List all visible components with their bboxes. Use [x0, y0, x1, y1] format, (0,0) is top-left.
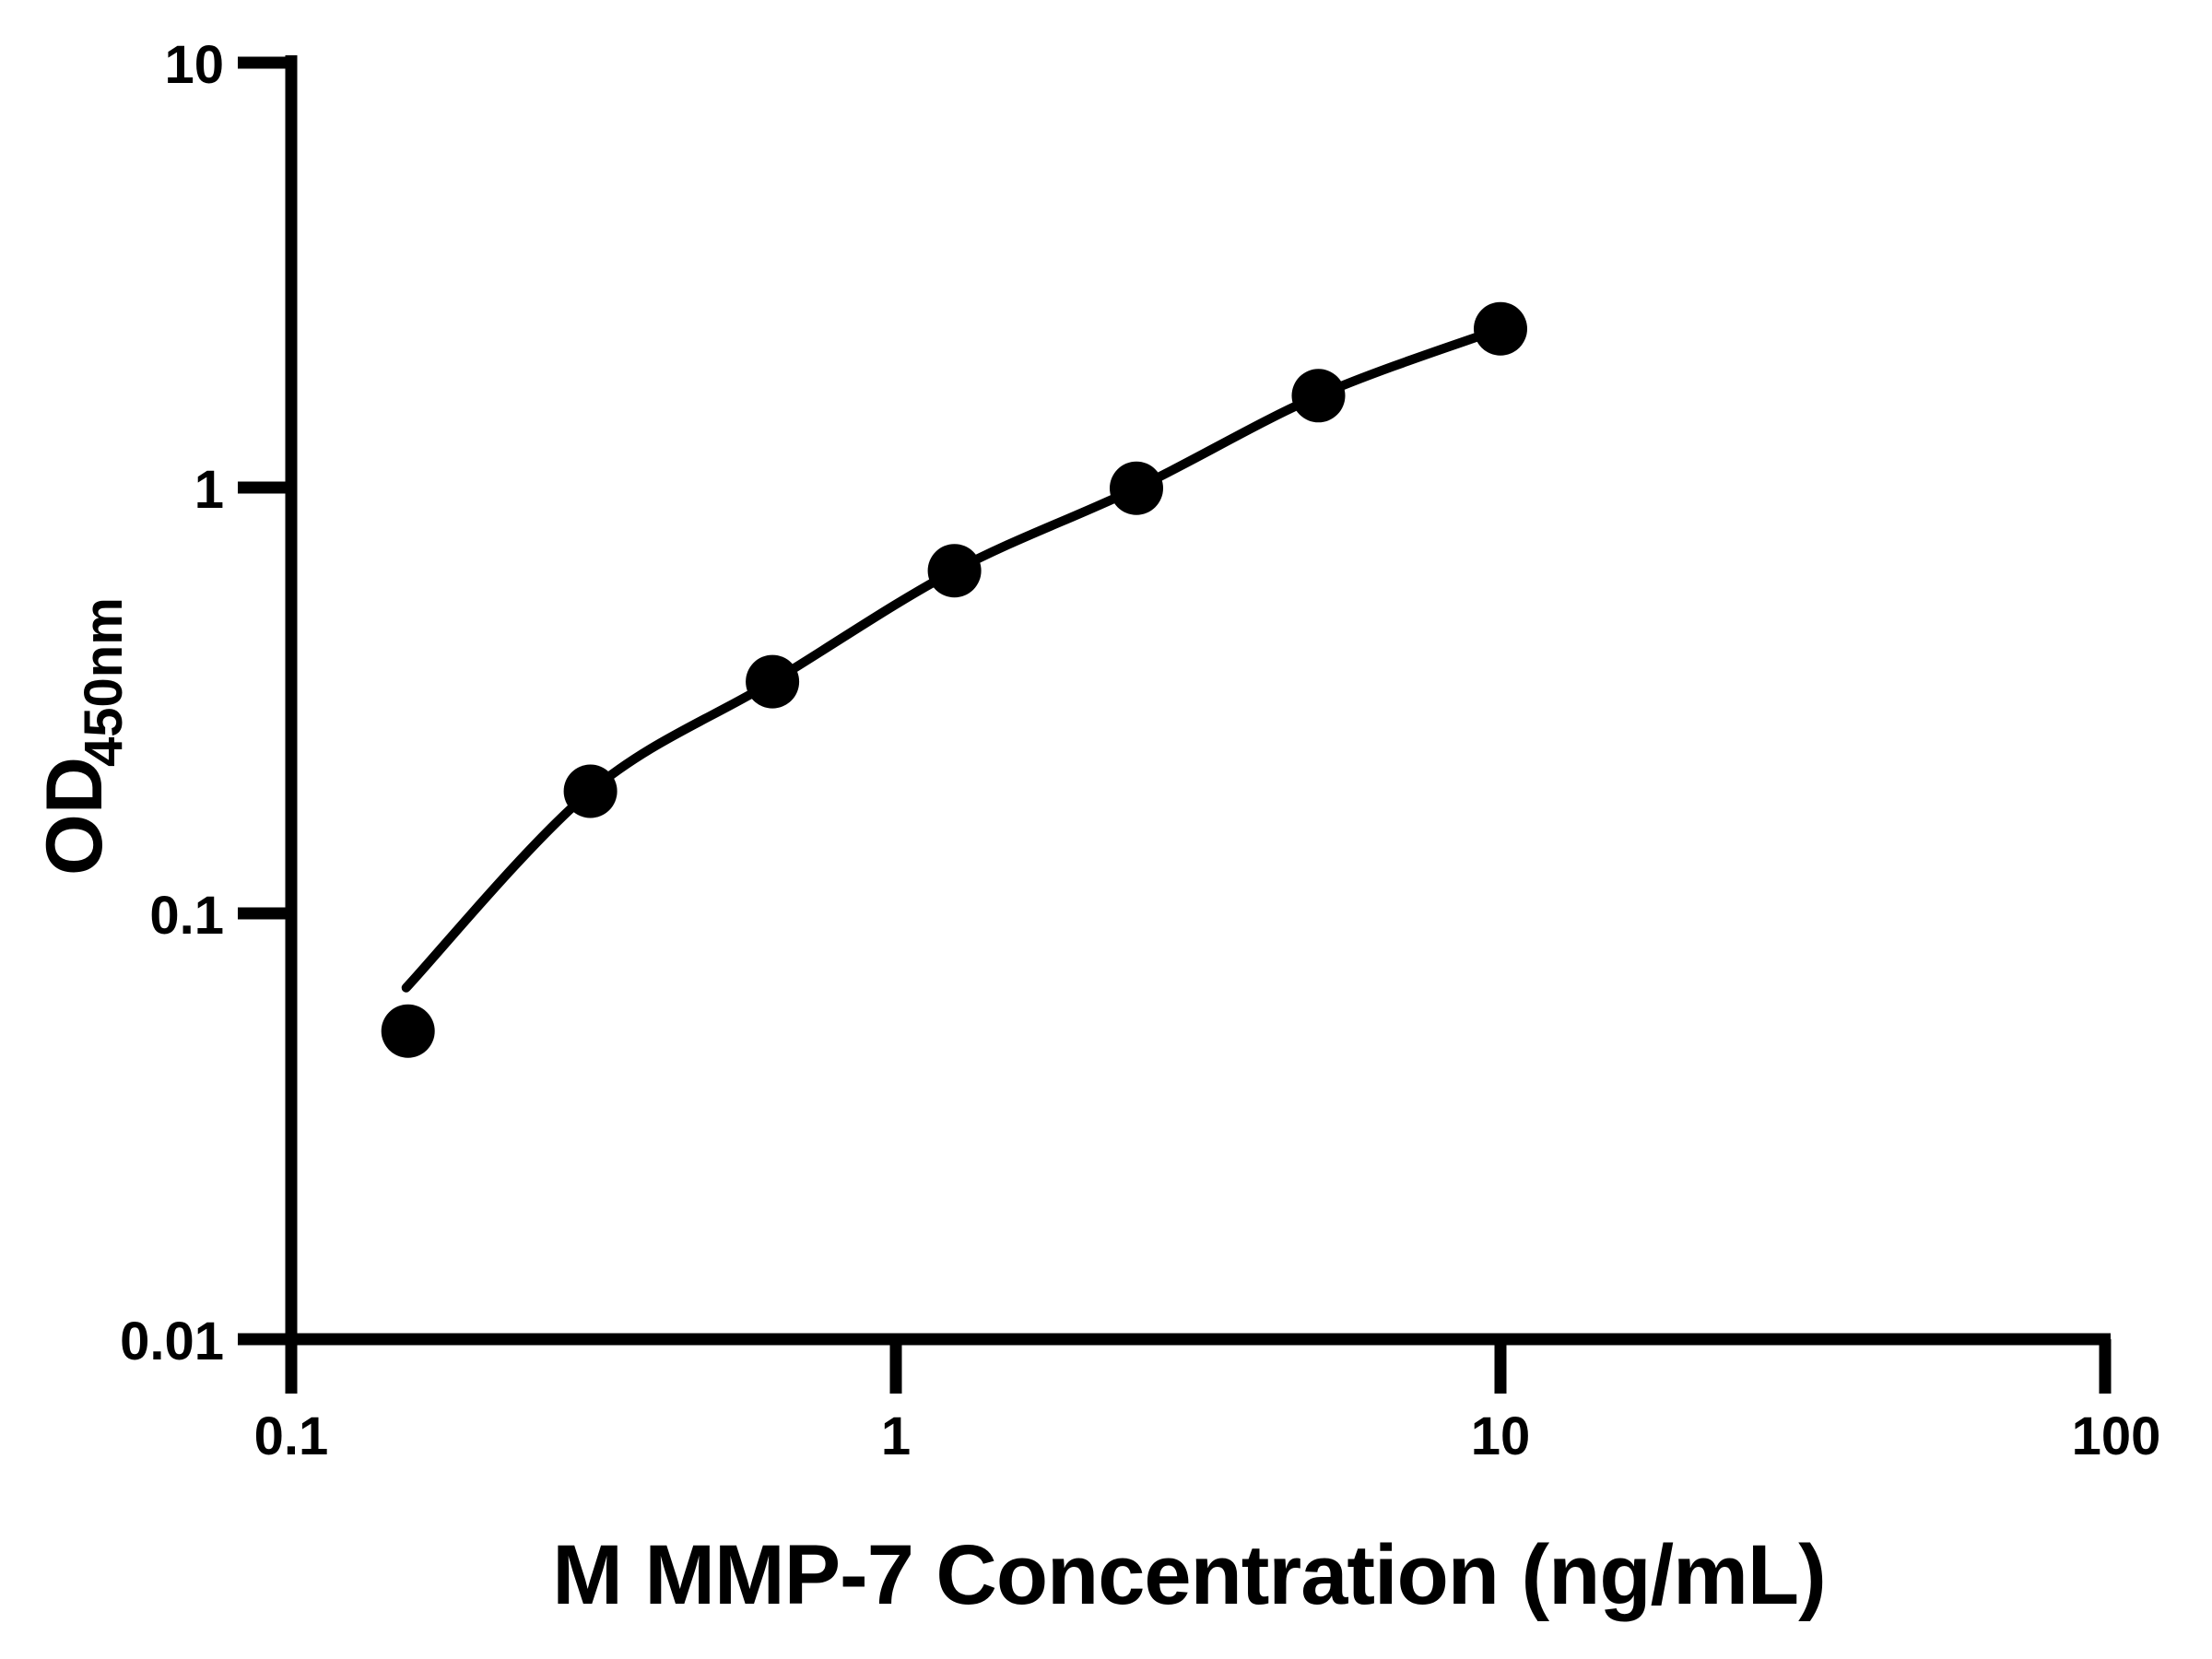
data-point-0: [381, 1004, 435, 1058]
data-point-1: [563, 764, 618, 818]
y-tick-label-10: 10: [164, 35, 224, 95]
data-point-group: [381, 301, 1527, 1058]
y-tick-label-0.1: 0.1: [149, 886, 224, 946]
data-point-4: [1110, 461, 1163, 515]
y-tick-label-0.01: 0.01: [120, 1312, 224, 1371]
x-tick-label-100: 100: [2072, 1406, 2161, 1466]
data-point-5: [1291, 369, 1346, 423]
x-tick-label-1: 1: [881, 1406, 911, 1466]
y-axis-title-subscript: 450nm: [74, 597, 134, 767]
x-tick-label-10: 10: [1471, 1406, 1531, 1466]
data-point-6: [1474, 301, 1527, 356]
y-axis-title: OD 450nm: [30, 597, 134, 876]
data-point-3: [927, 544, 982, 598]
fit-curve-line: [401, 324, 1505, 993]
y-axis-title-main: OD: [30, 757, 119, 876]
x-tick-label-0.1: 0.1: [254, 1406, 329, 1466]
x-axis-title: M MMP-7 Concentration (ng/mL): [552, 1528, 1826, 1622]
data-point-2: [746, 654, 800, 709]
y-tick-label-1: 1: [194, 460, 224, 520]
